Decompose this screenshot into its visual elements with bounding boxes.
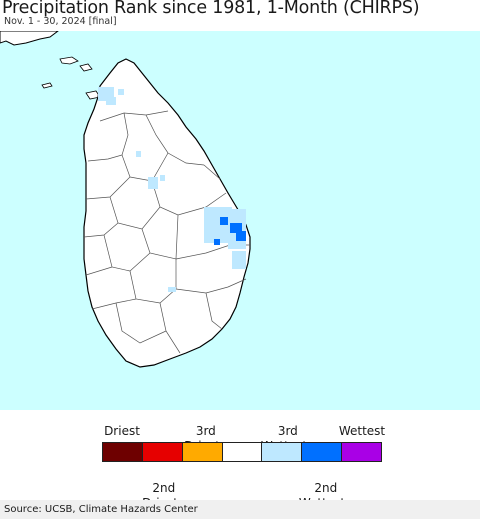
rank-cell-3rd-wettest xyxy=(118,89,124,95)
rank-cell-3rd-wettest xyxy=(160,175,165,181)
map-subtitle: Nov. 1 - 30, 2024 [final] xyxy=(4,16,117,27)
rank-cell-3rd-wettest xyxy=(106,97,116,105)
legend-label-driest: Driest xyxy=(92,424,152,439)
island xyxy=(41,82,53,89)
legend-swatch-normal xyxy=(222,443,263,461)
india-coastline xyxy=(0,31,59,46)
map-title: Precipitation Rank since 1981, 1-Month (… xyxy=(2,0,420,18)
island xyxy=(79,63,93,72)
legend-swatch-driest xyxy=(103,443,143,461)
legend-swatch-wettest xyxy=(342,443,382,461)
rank-cell-2nd-wettest xyxy=(214,239,220,245)
rank-cell-3rd-wettest xyxy=(168,287,176,292)
source-text: Source: UCSB, Climate Hazards Center xyxy=(4,504,198,515)
legend-swatch-3rd-driest xyxy=(182,443,223,461)
source-footer: Source: UCSB, Climate Hazards Center xyxy=(0,500,480,519)
rank-cell-3rd-wettest xyxy=(148,177,158,189)
rank-cell-2nd-wettest xyxy=(236,231,246,241)
rank-cell-2nd-wettest xyxy=(230,223,242,233)
legend-swatch-2nd-wettest xyxy=(302,443,343,461)
legend-label-wettest: Wettest xyxy=(332,424,392,439)
map-panel xyxy=(0,31,480,410)
precipitation-rank-cells xyxy=(98,87,246,292)
legend-swatch-3rd-wettest xyxy=(262,443,303,461)
rank-cell-3rd-wettest xyxy=(232,251,246,269)
legend-swatch-2nd-driest xyxy=(142,443,183,461)
rank-cell-3rd-wettest xyxy=(136,151,141,157)
island xyxy=(59,56,79,65)
legend-text: Driest xyxy=(104,424,140,438)
rank-cell-2nd-wettest xyxy=(220,217,228,225)
sri-lanka-map xyxy=(0,31,251,368)
legend-color-bar xyxy=(102,442,382,462)
legend-text: Wettest xyxy=(338,424,386,438)
